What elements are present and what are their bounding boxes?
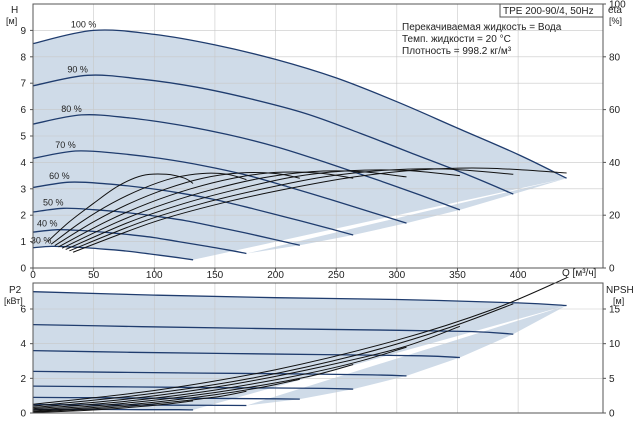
power-axis-label-bottom: [кВт]	[4, 296, 23, 306]
tick-label: 9	[20, 26, 26, 37]
tick-label: 100	[609, 0, 626, 11]
tick-label: 4	[20, 339, 26, 350]
tick-label: 50	[88, 270, 100, 281]
tick-label: 5	[609, 374, 615, 385]
fluid-info: Перекачиваемая жидкость = Вода Темп. жид…	[402, 22, 562, 57]
head-axis-label-top: H	[11, 5, 18, 16]
tick-label: 60	[609, 105, 621, 116]
tick-label: 10	[609, 339, 621, 350]
tick-label: 15	[609, 305, 621, 316]
head-curve	[32, 229, 247, 255]
tick-label: 80	[609, 52, 621, 63]
tick-label: 1	[20, 237, 26, 248]
fluid-info-line: Плотность = 998.2 кг/м³	[402, 46, 512, 57]
tick-label: 3	[20, 184, 26, 195]
speed-label: 90 %	[67, 64, 88, 74]
npsh-axis-label-top: NPSH	[606, 285, 634, 296]
speed-label: 30 %	[31, 235, 52, 245]
tick-label: 0	[20, 409, 26, 420]
head-envelope-fill	[33, 29, 567, 260]
power-plot-frame	[32, 282, 604, 414]
npsh-curve	[32, 325, 461, 408]
eta-curves	[47, 167, 567, 253]
tick-label: 0	[609, 409, 615, 420]
tick-label: 0	[609, 264, 615, 275]
head-axis-label-bottom: [м]	[6, 16, 17, 26]
power-curve	[32, 291, 567, 307]
tick-label: 4	[20, 158, 26, 169]
tick-label: 6	[20, 105, 26, 116]
power-curve	[32, 323, 514, 335]
x-axis: 0 50 100 150 200 250 300 350 400	[30, 268, 527, 281]
power-curve	[32, 370, 407, 377]
efficiency-curve	[61, 170, 407, 249]
fluid-info-line: Темп. жидкости = 20 °C	[402, 34, 511, 45]
tick-label: 400	[510, 270, 527, 281]
speed-label: 50 %	[43, 197, 64, 207]
npsh-curve	[32, 303, 514, 407]
tick-label: 20	[609, 211, 621, 222]
tick-label: 2	[20, 374, 26, 385]
head-curve	[32, 207, 300, 246]
tick-label: 250	[328, 270, 345, 281]
head-left-axis: 0 1 2 3 4 5 6 7 8 9	[20, 26, 33, 275]
tick-label: 6	[20, 305, 26, 316]
efficiency-curve	[47, 173, 194, 242]
speed-label: 70 %	[55, 140, 76, 150]
tick-label: 5	[20, 132, 26, 143]
power-envelope-fill	[33, 291, 567, 410]
eta-axis-label-top: eta	[608, 5, 622, 16]
tick-label: 2	[20, 211, 26, 222]
fluid-info-line: Перекачиваемая жидкость = Вода	[402, 22, 562, 33]
efficiency-curve	[54, 172, 300, 247]
tick-label: 40	[609, 158, 621, 169]
tick-label: 7	[20, 79, 26, 90]
npsh-curve	[32, 378, 300, 412]
power-left-axis: 0 2 4 6	[20, 305, 33, 420]
efficiency-curve	[72, 167, 567, 253]
power-curve	[32, 349, 460, 359]
chart-title: TPE 200-90/4, 50Hz	[503, 6, 594, 17]
x-axis-label: Q [м³/ч]	[562, 268, 597, 279]
speed-label: 80 %	[61, 104, 82, 114]
head-curve	[32, 29, 567, 179]
power-axis-label-top: P2	[9, 285, 22, 296]
title-box	[499, 3, 604, 18]
npsh-curve	[32, 400, 194, 413]
head-curve	[32, 150, 407, 224]
eta-axis-label-bottom: [%]	[609, 16, 622, 26]
head-curve	[32, 114, 461, 211]
tick-label: 200	[267, 270, 284, 281]
npsh-curves	[32, 277, 567, 413]
tick-label: 0	[20, 264, 26, 275]
tick-label: 300	[388, 270, 405, 281]
speed-labels: 100 % 90 % 80 % 70 % 60 % 50 % 40 % 30 %	[31, 19, 96, 245]
head-curve	[32, 181, 354, 236]
tick-label: 8	[20, 52, 26, 63]
tick-label: 100	[146, 270, 163, 281]
head-curve	[32, 74, 514, 195]
speed-label: 100 %	[71, 19, 97, 29]
tick-label: 0	[30, 270, 36, 281]
speed-label: 40 %	[37, 219, 58, 229]
npsh-right-axis: 0 5 10 15	[603, 305, 621, 420]
npsh-curve	[32, 346, 407, 410]
tick-label: 150	[207, 270, 224, 281]
npsh-curve	[32, 277, 567, 405]
power-curve	[32, 396, 300, 400]
speed-label: 60 %	[49, 171, 70, 181]
eta-right-axis: 0 20 40 60 80 100	[603, 0, 626, 275]
npsh-axis-label-bottom: [м]	[613, 296, 624, 306]
npsh-curve	[32, 364, 354, 411]
efficiency-curve	[58, 171, 354, 248]
npsh-curve	[32, 390, 247, 413]
power-panel: 0 2 4 6 0 5 10 15 P2 [кВт] NPSH [м]	[4, 277, 634, 420]
head-panel: 100 % 90 % 80 % 70 % 60 % 50 % 40 % 30 % 0 1 2 3 4 5…	[6, 0, 626, 281]
tick-label: 350	[449, 270, 466, 281]
